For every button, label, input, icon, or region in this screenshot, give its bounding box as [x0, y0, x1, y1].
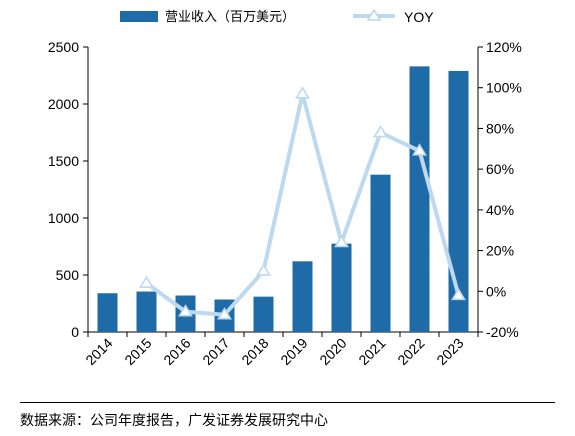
yoy-point — [334, 234, 349, 248]
right-tick-label: 40% — [486, 202, 514, 218]
x-tick-label: 2021 — [355, 335, 388, 368]
revenue-bar — [448, 70, 469, 332]
legend-bar-swatch — [120, 11, 158, 22]
right-tick-label: -20% — [486, 324, 519, 340]
legend-bar-label: 营业收入（百万美元） — [165, 10, 295, 25]
yoy-point — [178, 304, 193, 317]
bar-series — [97, 66, 469, 332]
yoy-point — [451, 287, 466, 301]
x-tick-label: 2014 — [82, 335, 115, 368]
left-tick-label: 1500 — [48, 153, 79, 169]
revenue-bar — [253, 296, 274, 332]
x-tick-label: 2022 — [394, 335, 427, 368]
x-tick-label: 2015 — [121, 335, 154, 368]
left-tick-label: 500 — [56, 267, 80, 283]
yoy-point — [295, 86, 310, 99]
yoy-point — [256, 263, 271, 276]
revenue-bar — [292, 261, 313, 332]
right-tick-label: 20% — [486, 243, 514, 259]
revenue-bar — [370, 174, 391, 332]
left-tick-label: 2000 — [48, 96, 79, 112]
legend-line-marker — [366, 8, 382, 21]
revenue-bar — [136, 291, 157, 332]
source-divider — [20, 402, 555, 403]
legend: 营业收入（百万美元） YOY — [120, 8, 434, 25]
x-tick-label: 2016 — [160, 335, 193, 368]
yoy-point — [139, 275, 154, 288]
left-tick-label: 1000 — [48, 210, 79, 226]
revenue-bar — [409, 66, 430, 332]
revenue-bar — [331, 243, 352, 332]
right-tick-label: 80% — [486, 120, 514, 136]
right-tick-label: 0% — [486, 283, 506, 299]
source-note: 数据来源：公司年度报告，广发证券发展研究中心 — [20, 413, 328, 429]
left-tick-label: 0 — [71, 324, 79, 340]
x-tick-label: 2020 — [316, 335, 349, 368]
x-tick-label: 2017 — [199, 335, 232, 368]
x-tick-label: 2023 — [433, 335, 466, 368]
x-tick-label: 2018 — [238, 335, 271, 368]
legend-line-label: YOY — [404, 9, 434, 25]
chart: 营业收入（百万美元） YOY 0 500 1000 1500 2000 2500 -20%… — [48, 8, 522, 368]
left-tick-labels: 0 500 1000 1500 2000 2500 — [48, 39, 88, 340]
x-tick-label: 2019 — [277, 335, 310, 368]
yoy-point — [373, 124, 388, 138]
left-tick-label: 2500 — [48, 39, 79, 55]
yoy-point — [412, 143, 427, 156]
right-tick-labels: -20% 0% 20% 40% 60% 80% 100% 120% — [478, 39, 522, 340]
revenue-bar — [97, 293, 118, 332]
yoy-point — [217, 307, 232, 320]
right-tick-label: 60% — [486, 161, 514, 177]
right-tick-label: 120% — [486, 39, 522, 55]
yoy-line-series — [139, 86, 466, 320]
right-tick-label: 100% — [486, 80, 522, 96]
x-tick-labels: 2014 2015 2016 2017 2018 2019 2020 2021 2022 2023 — [82, 332, 479, 368]
